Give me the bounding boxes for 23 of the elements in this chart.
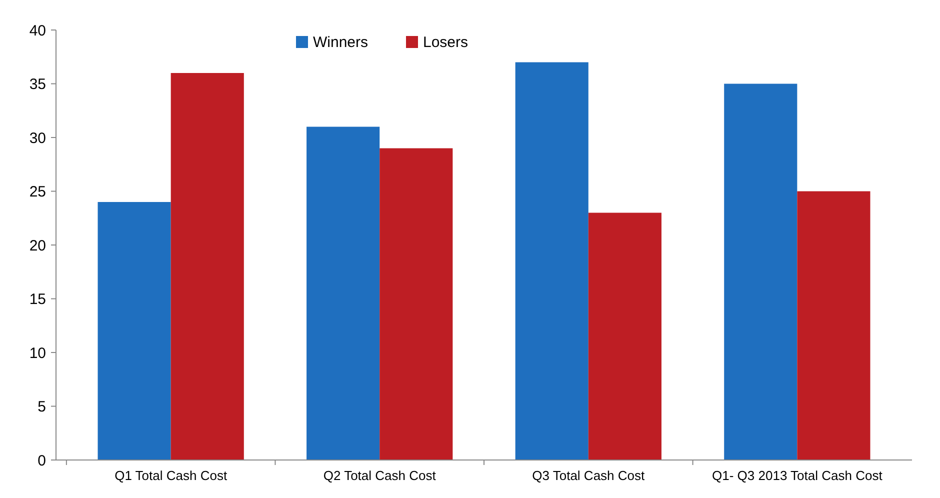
- y-tick-label: 0: [38, 452, 46, 470]
- y-tick-label: 5: [38, 398, 46, 416]
- y-tick-label: 20: [29, 237, 46, 254]
- bar: [797, 191, 870, 460]
- y-tick-label: 15: [29, 291, 46, 308]
- legend-label: Losers: [423, 34, 468, 51]
- bar: [724, 84, 798, 460]
- x-tick-label: Q1- Q3 2013 Total Cash Cost: [712, 468, 883, 483]
- x-tick-label: Q1 Total Cash Cost: [114, 468, 228, 483]
- bar: [588, 212, 662, 460]
- bar: [306, 126, 380, 460]
- x-tick-label: Q2 Total Cash Cost: [323, 468, 436, 483]
- y-tick-label: 40: [29, 22, 46, 40]
- y-tick-label: 10: [29, 344, 46, 362]
- legend-label: Winners: [313, 34, 368, 51]
- y-tick-label: 30: [29, 130, 46, 147]
- bar: [170, 73, 244, 460]
- y-tick-label: 35: [29, 76, 46, 93]
- y-tick-label: 25: [29, 184, 46, 200]
- x-tick-label: Q3 Total Cash Cost: [532, 468, 646, 483]
- bar: [380, 148, 453, 460]
- bar: [515, 62, 588, 460]
- bar: [98, 202, 171, 460]
